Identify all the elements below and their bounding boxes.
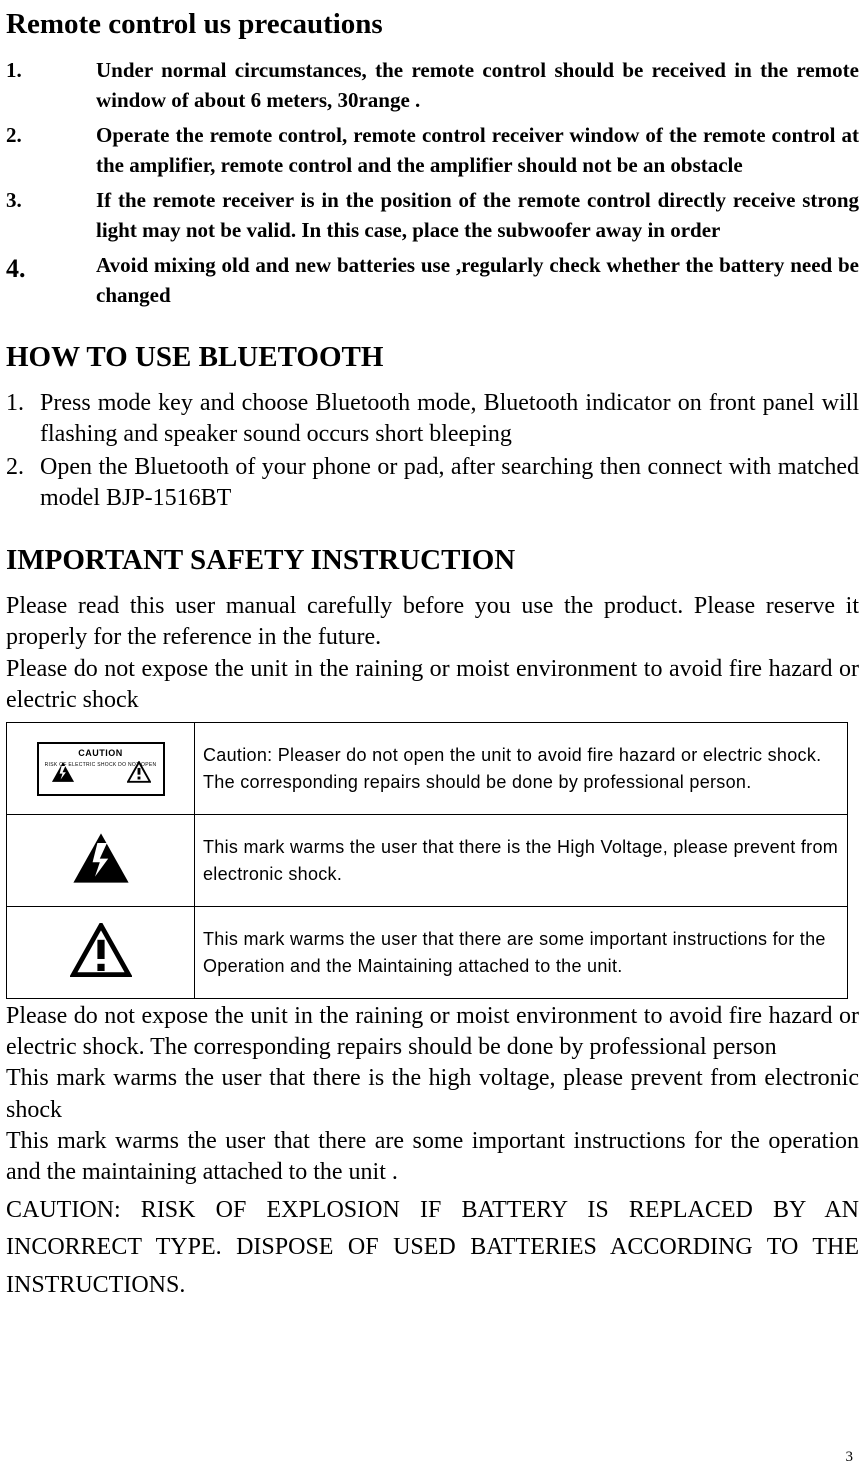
list-item-text: If the remote receiver is in the positio… — [96, 185, 859, 246]
table-row: This mark warms the user that there is t… — [7, 815, 848, 907]
heading-safety-instruction: IMPORTANT SAFETY INSTRUCTION — [6, 544, 859, 577]
list-item-text: Avoid mixing old and new batteries use ,… — [96, 250, 859, 311]
table-row: This mark warms the user that there are … — [7, 907, 848, 999]
caution-label-icon: CAUTION RISK OF ELECTRIC SHOCK DO NOT OP… — [7, 723, 195, 815]
table-cell-text: This mark warms the user that there are … — [195, 907, 848, 999]
list-item-text: Under normal circumstances, the remote c… — [96, 55, 859, 116]
safety-symbol-table: CAUTION RISK OF ELECTRIC SHOCK DO NOT OP… — [6, 722, 848, 999]
list-bluetooth-steps: Press mode key and choose Bluetooth mode… — [6, 388, 859, 515]
list-item-text: Open the Bluetooth of your phone or pad,… — [40, 452, 859, 514]
warning-mini-icon — [127, 761, 151, 788]
list-item-text: Operate the remote control, remote contr… — [96, 120, 859, 181]
caution-rect-title: CAUTION — [78, 748, 123, 758]
table-cell-text: Caution: Pleaser do not open the unit to… — [195, 723, 848, 815]
list-item: Press mode key and choose Bluetooth mode… — [6, 388, 859, 450]
safety-after-2: This mark warms the user that there is t… — [6, 1063, 859, 1125]
voltage-triangle-icon — [7, 815, 195, 907]
battery-caution-block: CAUTION: RISK OF EXPLOSION IF BATTERY IS… — [6, 1192, 859, 1304]
list-remote-precautions: Under normal circumstances, the remote c… — [6, 55, 859, 311]
warning-triangle-icon — [7, 907, 195, 999]
list-item: Avoid mixing old and new batteries use ,… — [6, 250, 859, 311]
table-cell-text: This mark warms the user that there is t… — [195, 815, 848, 907]
list-item: Operate the remote control, remote contr… — [6, 120, 859, 181]
safety-intro-1: Please read this user manual carefully b… — [6, 591, 859, 653]
list-item: If the remote receiver is in the positio… — [6, 185, 859, 246]
heading-remote-precautions: Remote control us precautions — [6, 8, 859, 41]
voltage-mini-icon — [51, 761, 75, 788]
list-item: Open the Bluetooth of your phone or pad,… — [6, 452, 859, 514]
heading-bluetooth: HOW TO USE BLUETOOTH — [6, 341, 859, 374]
list-item: Under normal circumstances, the remote c… — [6, 55, 859, 116]
list-item-text: Press mode key and choose Bluetooth mode… — [40, 388, 859, 450]
safety-after-3: This mark warms the user that there are … — [6, 1126, 859, 1188]
table-row: CAUTION RISK OF ELECTRIC SHOCK DO NOT OP… — [7, 723, 848, 815]
page-number: 3 — [846, 1449, 854, 1466]
safety-intro-2: Please do not expose the unit in the rai… — [6, 654, 859, 716]
safety-after-1: Please do not expose the unit in the rai… — [6, 1001, 859, 1063]
